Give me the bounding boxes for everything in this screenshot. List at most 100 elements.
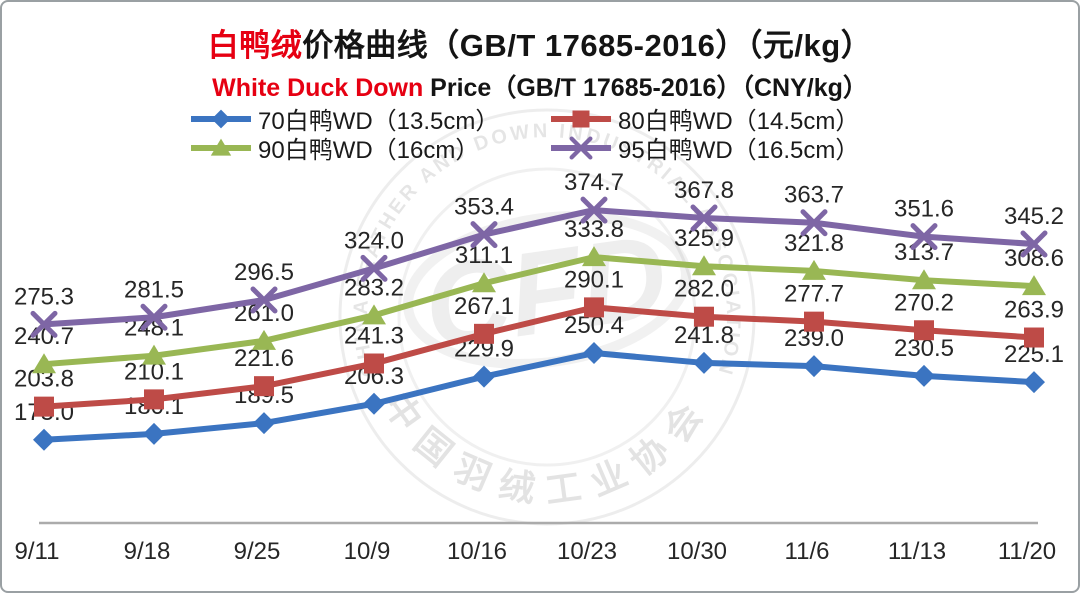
marker-square-icon [364, 353, 384, 374]
plot-area: 175.0180.1189.5206.3229.9250.4241.8239.0… [14, 169, 1064, 451]
legend-item-2: 90白鸭WD（16cm） [189, 133, 549, 164]
marker-diamond-icon [583, 342, 605, 365]
marker-triangle-icon [32, 353, 56, 374]
x-axis-labels: 9/11 9/18 9/25 10/9 10/16 10/23 10/30 11/6 11/13… [15, 538, 1057, 565]
series-line [43, 254, 1035, 368]
legend-item-3: 95白鸭WD（16.5cm） [549, 133, 860, 164]
legend-key-icon [191, 109, 251, 128]
x-axis-label: 11/6 [785, 538, 830, 565]
marker-triangle-icon [362, 304, 386, 325]
marker-diamond-icon [363, 392, 385, 415]
data-label: 311.1 [455, 242, 513, 269]
marker-x-icon [580, 196, 608, 224]
data-label: 290.1 [564, 266, 624, 293]
data-label: 333.8 [564, 216, 624, 243]
marker-square-icon [572, 110, 590, 127]
marker-diamond-icon [913, 364, 935, 387]
data-label: 277.7 [784, 281, 844, 308]
marker-triangle-icon [252, 329, 276, 350]
series-line [43, 207, 1035, 328]
marker-x-icon [800, 209, 828, 237]
chart-subtitle-rest: Price（GB/T 17685-2016）（CNY/kg） [423, 74, 868, 102]
data-label: 325.9 [674, 225, 734, 252]
marker-square-icon [1024, 327, 1044, 348]
marker-x-icon [690, 204, 718, 232]
legend-item-0: 70白鸭WD（13.5cm） [189, 104, 549, 135]
data-label: 275.3 [14, 283, 74, 310]
x-axis-label: 9/25 [234, 538, 281, 565]
marker-x-icon [1020, 230, 1048, 258]
data-label: 321.8 [784, 230, 844, 257]
marker-square-icon [804, 311, 824, 332]
x-axis-label: 10/23 [557, 538, 617, 565]
marker-square-icon [34, 396, 54, 417]
marker-triangle-icon [582, 246, 606, 267]
legend-key-icon [191, 138, 251, 156]
marker-x-icon [910, 223, 938, 251]
data-label: 367.8 [674, 177, 734, 204]
legend-label: 80白鸭WD（14.5cm） [618, 108, 860, 135]
legend-key-icon [551, 110, 611, 127]
chart-subtitle-highlight: White Duck Down [212, 74, 424, 102]
data-label: 353.4 [454, 194, 514, 221]
data-label: 374.7 [564, 169, 624, 196]
x-axis-label: 9/18 [124, 538, 171, 565]
data-label: 351.6 [894, 196, 954, 223]
data-label: 263.9 [1004, 297, 1064, 324]
marker-square-icon [914, 320, 934, 341]
marker-triangle-icon [210, 138, 232, 156]
data-label: 313.7 [894, 239, 954, 266]
marker-x-icon [30, 310, 58, 338]
series-line [43, 304, 1035, 410]
series-3: 275.3 281.5 296.5 324.0 353.4 374.7 367.8 363.7… [14, 169, 1064, 338]
data-label: 363.7 [784, 182, 844, 209]
marker-square-icon [254, 376, 274, 397]
chart-title: 白鸭绒价格曲线（GB/T 17685-2016）（元/kg） [2, 20, 1078, 65]
marker-diamond-icon [33, 428, 55, 451]
marker-square-icon [474, 323, 494, 344]
data-label: 283.2 [344, 274, 404, 301]
marker-x-icon [140, 303, 168, 331]
legend-item-1: 80白鸭WD（14.5cm） [549, 104, 860, 135]
legend-key-icon [551, 136, 611, 159]
x-axis-label: 11/13 [888, 538, 946, 565]
chart-title-rest: 价格曲线（GB/T 17685-2016）（元/kg） [302, 28, 873, 63]
marker-triangle-icon [142, 344, 166, 365]
marker-triangle-icon [802, 259, 826, 280]
data-label: 308.6 [1004, 245, 1064, 272]
data-label: 281.5 [124, 276, 184, 303]
series-line [43, 350, 1035, 443]
data-label: 296.5 [234, 259, 294, 286]
marker-square-icon [144, 389, 164, 410]
x-axis-label: 11/20 [998, 538, 1056, 565]
marker-triangle-icon [1022, 275, 1046, 296]
marker-x-icon [250, 286, 278, 314]
marker-triangle-icon [912, 269, 936, 290]
marker-x-icon [360, 254, 388, 282]
legend: 70白鸭WD（13.5cm） 80白鸭WD（14.5cm） 90白鸭WD（16cm）… [189, 104, 860, 164]
data-label: 324.0 [344, 227, 404, 254]
marker-diamond-icon [693, 351, 715, 374]
marker-triangle-icon [472, 272, 496, 293]
x-axis-label: 10/16 [447, 538, 507, 565]
legend-label: 95白鸭WD（16.5cm） [618, 137, 860, 164]
data-label: 270.2 [894, 289, 954, 316]
marker-diamond-icon [473, 365, 495, 388]
marker-x-icon [569, 136, 593, 159]
chart-title-highlight: 白鸭绒 [207, 28, 303, 63]
marker-square-icon [694, 306, 714, 327]
marker-diamond-icon [803, 355, 825, 378]
x-axis-label: 10/30 [667, 538, 727, 565]
marker-triangle-icon [692, 255, 716, 276]
data-label: 282.0 [674, 276, 734, 303]
marker-diamond-icon [143, 422, 165, 445]
x-axis-label: 10/9 [344, 538, 391, 565]
x-axis-label: 9/11 [15, 538, 60, 565]
marker-diamond-icon [211, 109, 231, 128]
marker-diamond-icon [253, 412, 275, 435]
marker-x-icon [470, 221, 498, 249]
marker-square-icon [584, 297, 604, 318]
